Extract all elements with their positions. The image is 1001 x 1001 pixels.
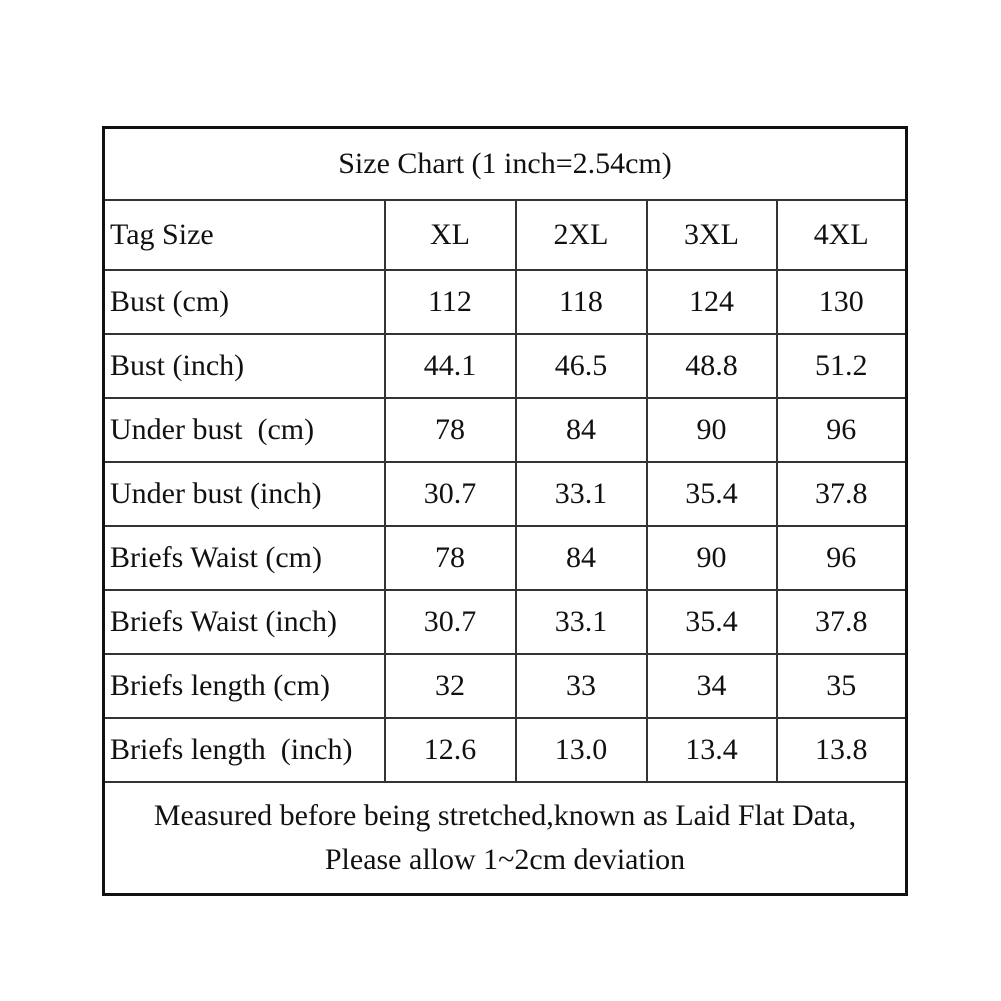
cell: 96: [775, 397, 908, 463]
table-title: Size Chart (1 inch=2.54cm): [102, 126, 908, 201]
cell: 37.8: [775, 461, 908, 527]
data-row: Briefs length (inch) 12.6 13.0 13.4 13.8: [102, 717, 908, 783]
data-row: Under bust (cm) 78 84 90 96: [102, 397, 908, 463]
row-label: Bust (inch): [102, 333, 386, 399]
cell: 44.1: [383, 333, 517, 399]
cell: 90: [645, 397, 778, 463]
cell: 118: [514, 269, 648, 335]
footer-line: Measured before being stretched,known as…: [153, 799, 857, 832]
cell: 130: [775, 269, 908, 335]
data-row: Briefs Waist (cm) 78 84 90 96: [102, 525, 908, 591]
cell: 84: [514, 525, 648, 591]
size-table: Size Chart (1 inch=2.54cm) Tag Size XL 2XL…: [102, 126, 909, 896]
cell: 33.1: [514, 589, 648, 655]
cell: 13.8: [775, 717, 908, 783]
footer-row: Measured before being stretched,known as…: [102, 781, 908, 896]
header-cell: 2XL: [514, 199, 648, 271]
cell: 13.0: [514, 717, 648, 783]
header-cell: Tag Size: [102, 199, 386, 271]
cell: 34: [645, 653, 778, 719]
row-label: Under bust (inch): [102, 461, 386, 527]
data-row: Bust (inch) 44.1 46.5 48.8 51.2: [102, 333, 908, 399]
cell: 13.4: [645, 717, 778, 783]
header-cell: 3XL: [645, 199, 778, 271]
cell: 37.8: [775, 589, 908, 655]
row-label: Briefs length (cm): [102, 653, 386, 719]
cell: 78: [383, 525, 517, 591]
header-cell: XL: [383, 199, 517, 271]
row-label: Under bust (cm): [102, 397, 386, 463]
cell: 12.6: [383, 717, 517, 783]
cell: 46.5: [514, 333, 648, 399]
row-label: Briefs Waist (inch): [102, 589, 386, 655]
cell: 96: [775, 525, 908, 591]
footer-cell: Measured before being stretched,known as…: [102, 781, 908, 896]
cell: 32: [383, 653, 517, 719]
data-row: Briefs Waist (inch) 30.7 33.1 35.4 37.8: [102, 589, 908, 655]
cell: 35: [775, 653, 908, 719]
table-body: Size Chart (1 inch=2.54cm) Tag Size XL 2XL…: [102, 126, 908, 896]
cell: 112: [383, 269, 517, 335]
data-row: Under bust (inch) 30.7 33.1 35.4 37.8: [102, 461, 908, 527]
cell: 35.4: [645, 461, 778, 527]
cell: 33: [514, 653, 648, 719]
data-row: Briefs length (cm) 32 33 34 35: [102, 653, 908, 719]
data-row: Bust (cm) 112 118 124 130: [102, 269, 908, 335]
row-label: Briefs Waist (cm): [102, 525, 386, 591]
row-label: Briefs length (inch): [102, 717, 386, 783]
cell: 33.1: [514, 461, 648, 527]
header-cell: 4XL: [775, 199, 908, 271]
row-label: Bust (cm): [102, 269, 386, 335]
cell: 78: [383, 397, 517, 463]
cell: 30.7: [383, 461, 517, 527]
cell: 84: [514, 397, 648, 463]
cell: 51.2: [775, 333, 908, 399]
cell: 90: [645, 525, 778, 591]
cell: 30.7: [383, 589, 517, 655]
footer-line: Please allow 1~2cm deviation: [324, 843, 686, 876]
cell: 35.4: [645, 589, 778, 655]
header-row: Tag Size XL 2XL 3XL 4XL: [102, 199, 908, 271]
cell: 48.8: [645, 333, 778, 399]
cell: 124: [645, 269, 778, 335]
title-row: Size Chart (1 inch=2.54cm): [102, 126, 908, 201]
